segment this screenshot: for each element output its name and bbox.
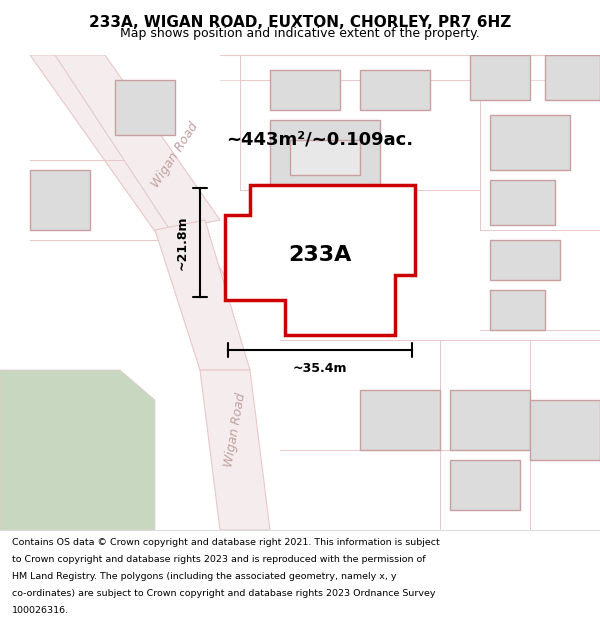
Text: Contains OS data © Crown copyright and database right 2021. This information is : Contains OS data © Crown copyright and d… <box>12 538 440 547</box>
Text: Wigan Road: Wigan Road <box>222 392 248 468</box>
Polygon shape <box>470 55 530 100</box>
Polygon shape <box>270 70 340 110</box>
Polygon shape <box>30 55 230 295</box>
Text: ~443m²/~0.109ac.: ~443m²/~0.109ac. <box>226 131 413 149</box>
Polygon shape <box>545 55 600 100</box>
Polygon shape <box>0 370 155 530</box>
Text: 233A: 233A <box>289 245 352 265</box>
Polygon shape <box>490 115 570 170</box>
Polygon shape <box>450 460 520 510</box>
Polygon shape <box>270 120 380 190</box>
Polygon shape <box>55 55 220 230</box>
Polygon shape <box>360 390 440 450</box>
Polygon shape <box>115 80 175 135</box>
Polygon shape <box>290 140 360 175</box>
Text: 100026316.: 100026316. <box>12 606 69 615</box>
Polygon shape <box>490 290 545 330</box>
Text: ~35.4m: ~35.4m <box>293 361 347 374</box>
Polygon shape <box>490 240 560 280</box>
Polygon shape <box>30 170 90 230</box>
Polygon shape <box>195 285 255 530</box>
Polygon shape <box>490 180 555 225</box>
Text: Wigan Road: Wigan Road <box>149 120 201 190</box>
Text: 233A, WIGAN ROAD, EUXTON, CHORLEY, PR7 6HZ: 233A, WIGAN ROAD, EUXTON, CHORLEY, PR7 6… <box>89 16 511 31</box>
Polygon shape <box>530 400 600 460</box>
Polygon shape <box>200 370 270 530</box>
Text: to Crown copyright and database rights 2023 and is reproduced with the permissio: to Crown copyright and database rights 2… <box>12 555 425 564</box>
Text: HM Land Registry. The polygons (including the associated geometry, namely x, y: HM Land Registry. The polygons (includin… <box>12 572 397 581</box>
Polygon shape <box>450 390 530 450</box>
Polygon shape <box>155 220 250 370</box>
Text: Map shows position and indicative extent of the property.: Map shows position and indicative extent… <box>120 27 480 39</box>
Text: co-ordinates) are subject to Crown copyright and database rights 2023 Ordnance S: co-ordinates) are subject to Crown copyr… <box>12 589 436 598</box>
Polygon shape <box>225 185 415 335</box>
Text: ~21.8m: ~21.8m <box>176 215 188 270</box>
Polygon shape <box>360 70 430 110</box>
